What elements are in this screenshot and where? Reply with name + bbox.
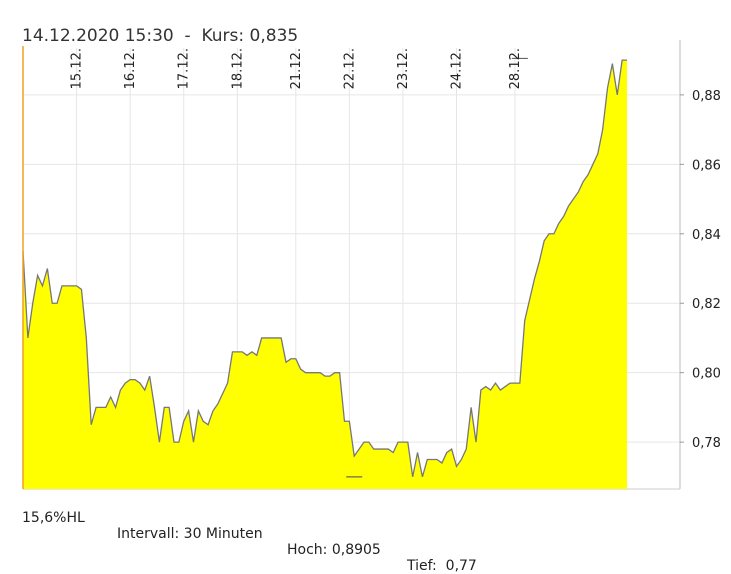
y-tick-label: 0,84 bbox=[692, 228, 721, 243]
hover-readout: 14.12.2020 15:30 - Kurs: 0,835 bbox=[22, 26, 299, 46]
low-label: Tief: 0,77 bbox=[407, 558, 477, 574]
x-tick-label: 23.12. bbox=[396, 48, 411, 89]
y-tick-label: 0,78 bbox=[692, 436, 721, 451]
x-tick-label: 28.12. bbox=[508, 48, 523, 89]
price-line bbox=[22, 59, 627, 478]
y-axis-ticks: 0,78 0,80 0,82 0,84 0,86 0,88 bbox=[680, 89, 721, 451]
x-tick-label: 15.12. bbox=[70, 48, 85, 89]
range-label: 15,6%HL bbox=[22, 510, 85, 526]
x-tick-label: 22.12. bbox=[342, 48, 357, 89]
price-area bbox=[23, 60, 627, 490]
x-tick-label: 24.12. bbox=[450, 48, 465, 89]
x-tick-label: 17.12. bbox=[177, 48, 192, 89]
x-tick-label: 21.12. bbox=[289, 48, 304, 89]
x-tick-label: 18.12. bbox=[230, 48, 245, 89]
x-tick-label: 16.12. bbox=[123, 48, 138, 89]
high-label: Hoch: 0,8905 bbox=[287, 542, 381, 558]
x-axis-ticks: 15.12. 16.12. 17.12. 18.12. 21.12. 22.12. 23.1… bbox=[70, 48, 523, 89]
y-tick-label: 0,80 bbox=[692, 367, 721, 382]
y-tick-label: 0,88 bbox=[692, 89, 721, 104]
y-tick-label: 0,86 bbox=[692, 158, 721, 173]
price-chart[interactable]: 15.12. 16.12. 17.12. 18.12. 21.12. 22.12. 23.1… bbox=[0, 0, 731, 524]
chart-footer: 15,6%HL Intervall: 30 Minuten Hoch: 0,89… bbox=[22, 494, 477, 574]
interval-label: Intervall: 30 Minuten bbox=[117, 526, 263, 542]
marker-layer bbox=[346, 57, 528, 478]
y-tick-label: 0,82 bbox=[692, 297, 721, 312]
